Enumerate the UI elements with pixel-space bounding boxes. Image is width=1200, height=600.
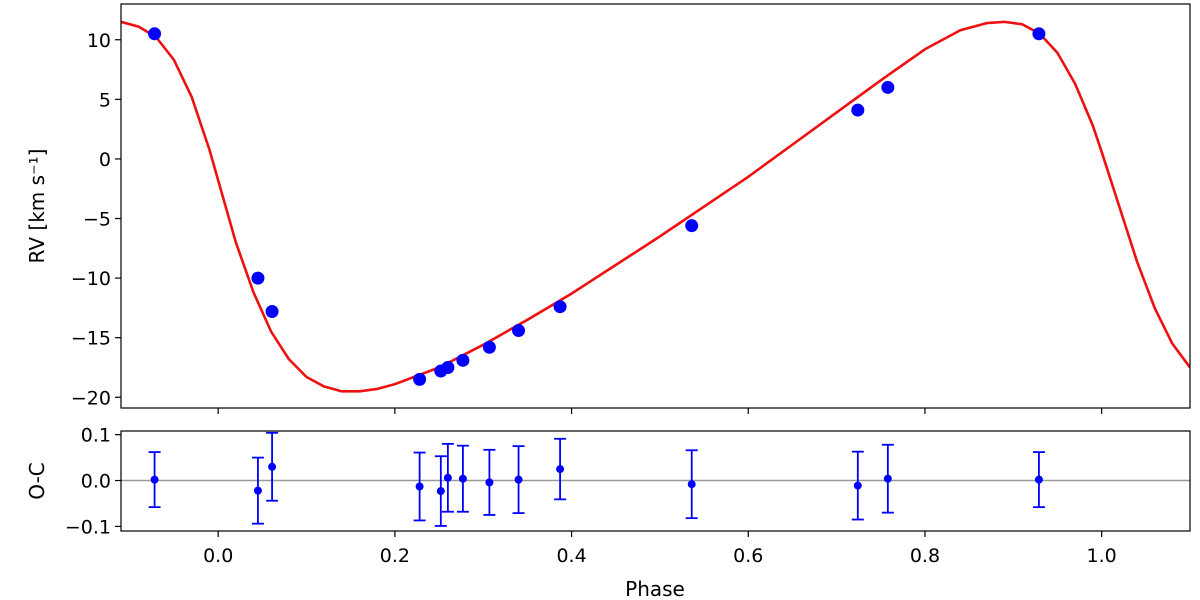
residual-point <box>443 473 452 482</box>
residual-errorbar <box>512 445 525 515</box>
y-tick-label: 0.0 <box>81 471 111 493</box>
residual-errorbar <box>456 444 469 513</box>
rv-plot-area <box>121 20 1190 393</box>
rv-data-point <box>413 372 427 386</box>
rv-data-point <box>251 271 265 285</box>
residuals-y-axis-label: O-C <box>25 462 49 499</box>
rv-ticks: 10 5 0 −5 −10 −15 −20 <box>71 30 1103 414</box>
y-tick-label: 0 <box>99 149 111 171</box>
residuals-plot-area <box>121 431 1190 527</box>
residuals-panel: 0.1 0.0 −0.1 0.0 0.2 0.4 0.6 0.8 1.0 O-C Phase <box>25 425 1191 600</box>
residual-point <box>514 475 523 484</box>
residual-point <box>268 462 277 471</box>
rv-data-point <box>553 300 567 314</box>
rv-data-point <box>881 80 895 94</box>
residual-errorbar <box>851 450 864 521</box>
residual-errorbar <box>266 431 279 502</box>
residual-errorbar <box>483 448 496 516</box>
rv-data-point <box>685 219 699 233</box>
rv-clipped-group <box>121 20 1190 393</box>
residual-errorbar <box>413 451 426 522</box>
residual-point <box>253 486 262 495</box>
residual-point <box>415 482 424 491</box>
residual-point <box>556 465 565 474</box>
residuals-ticks: 0.1 0.0 −0.1 0.0 0.2 0.4 0.6 0.8 1.0 <box>65 425 1117 567</box>
residual-point <box>150 475 159 484</box>
residual-errorbar <box>441 442 454 513</box>
y-tick-label: −20 <box>71 387 111 409</box>
rv-data-point <box>851 103 865 117</box>
rv-y-axis-label: RV [km s⁻¹] <box>25 149 49 264</box>
residual-errorbar <box>685 449 698 520</box>
residual-point <box>883 474 892 483</box>
rv-data-point <box>441 360 455 374</box>
x-axis-label: Phase <box>625 577 685 600</box>
y-tick-label: −10 <box>71 268 111 290</box>
model-curve <box>121 20 1190 393</box>
y-tick-label: 10 <box>87 30 111 52</box>
x-tick-label: 1.0 <box>1087 545 1117 567</box>
rv-data-point <box>265 304 279 318</box>
residual-errorbar <box>251 456 264 525</box>
y-tick-label: 5 <box>99 89 111 111</box>
x-tick-label: 0.4 <box>556 545 586 567</box>
x-tick-label: 0.8 <box>910 545 940 567</box>
residual-errorbar <box>434 455 447 527</box>
y-tick-label: −0.1 <box>65 516 111 538</box>
x-tick-label: 0.0 <box>203 545 233 567</box>
x-tick-label: 0.6 <box>733 545 763 567</box>
rv-axes-frame <box>120 3 1191 409</box>
residual-errorbar <box>554 437 567 501</box>
rv-data-point <box>1032 27 1046 41</box>
residual-point <box>458 474 467 483</box>
rv-data-point <box>456 353 470 367</box>
residual-point <box>1034 475 1043 484</box>
residual-errorbar <box>148 451 161 509</box>
x-tick-label: 0.2 <box>380 545 410 567</box>
rv-data-point <box>482 340 496 354</box>
rv-data-point <box>148 27 162 41</box>
residual-errorbar <box>881 443 894 514</box>
residual-point <box>853 481 862 490</box>
residual-point <box>485 478 494 487</box>
residual-errorbar <box>1032 451 1045 509</box>
y-tick-label: −15 <box>71 328 111 350</box>
rv-panel: 10 5 0 −5 −10 −15 −20 RV [km s⁻¹] <box>25 3 1191 414</box>
rv-data-point <box>512 324 526 338</box>
residual-point <box>687 480 696 489</box>
y-tick-label: 0.1 <box>81 425 111 447</box>
residual-point <box>436 487 445 496</box>
y-tick-label: −5 <box>83 209 111 231</box>
